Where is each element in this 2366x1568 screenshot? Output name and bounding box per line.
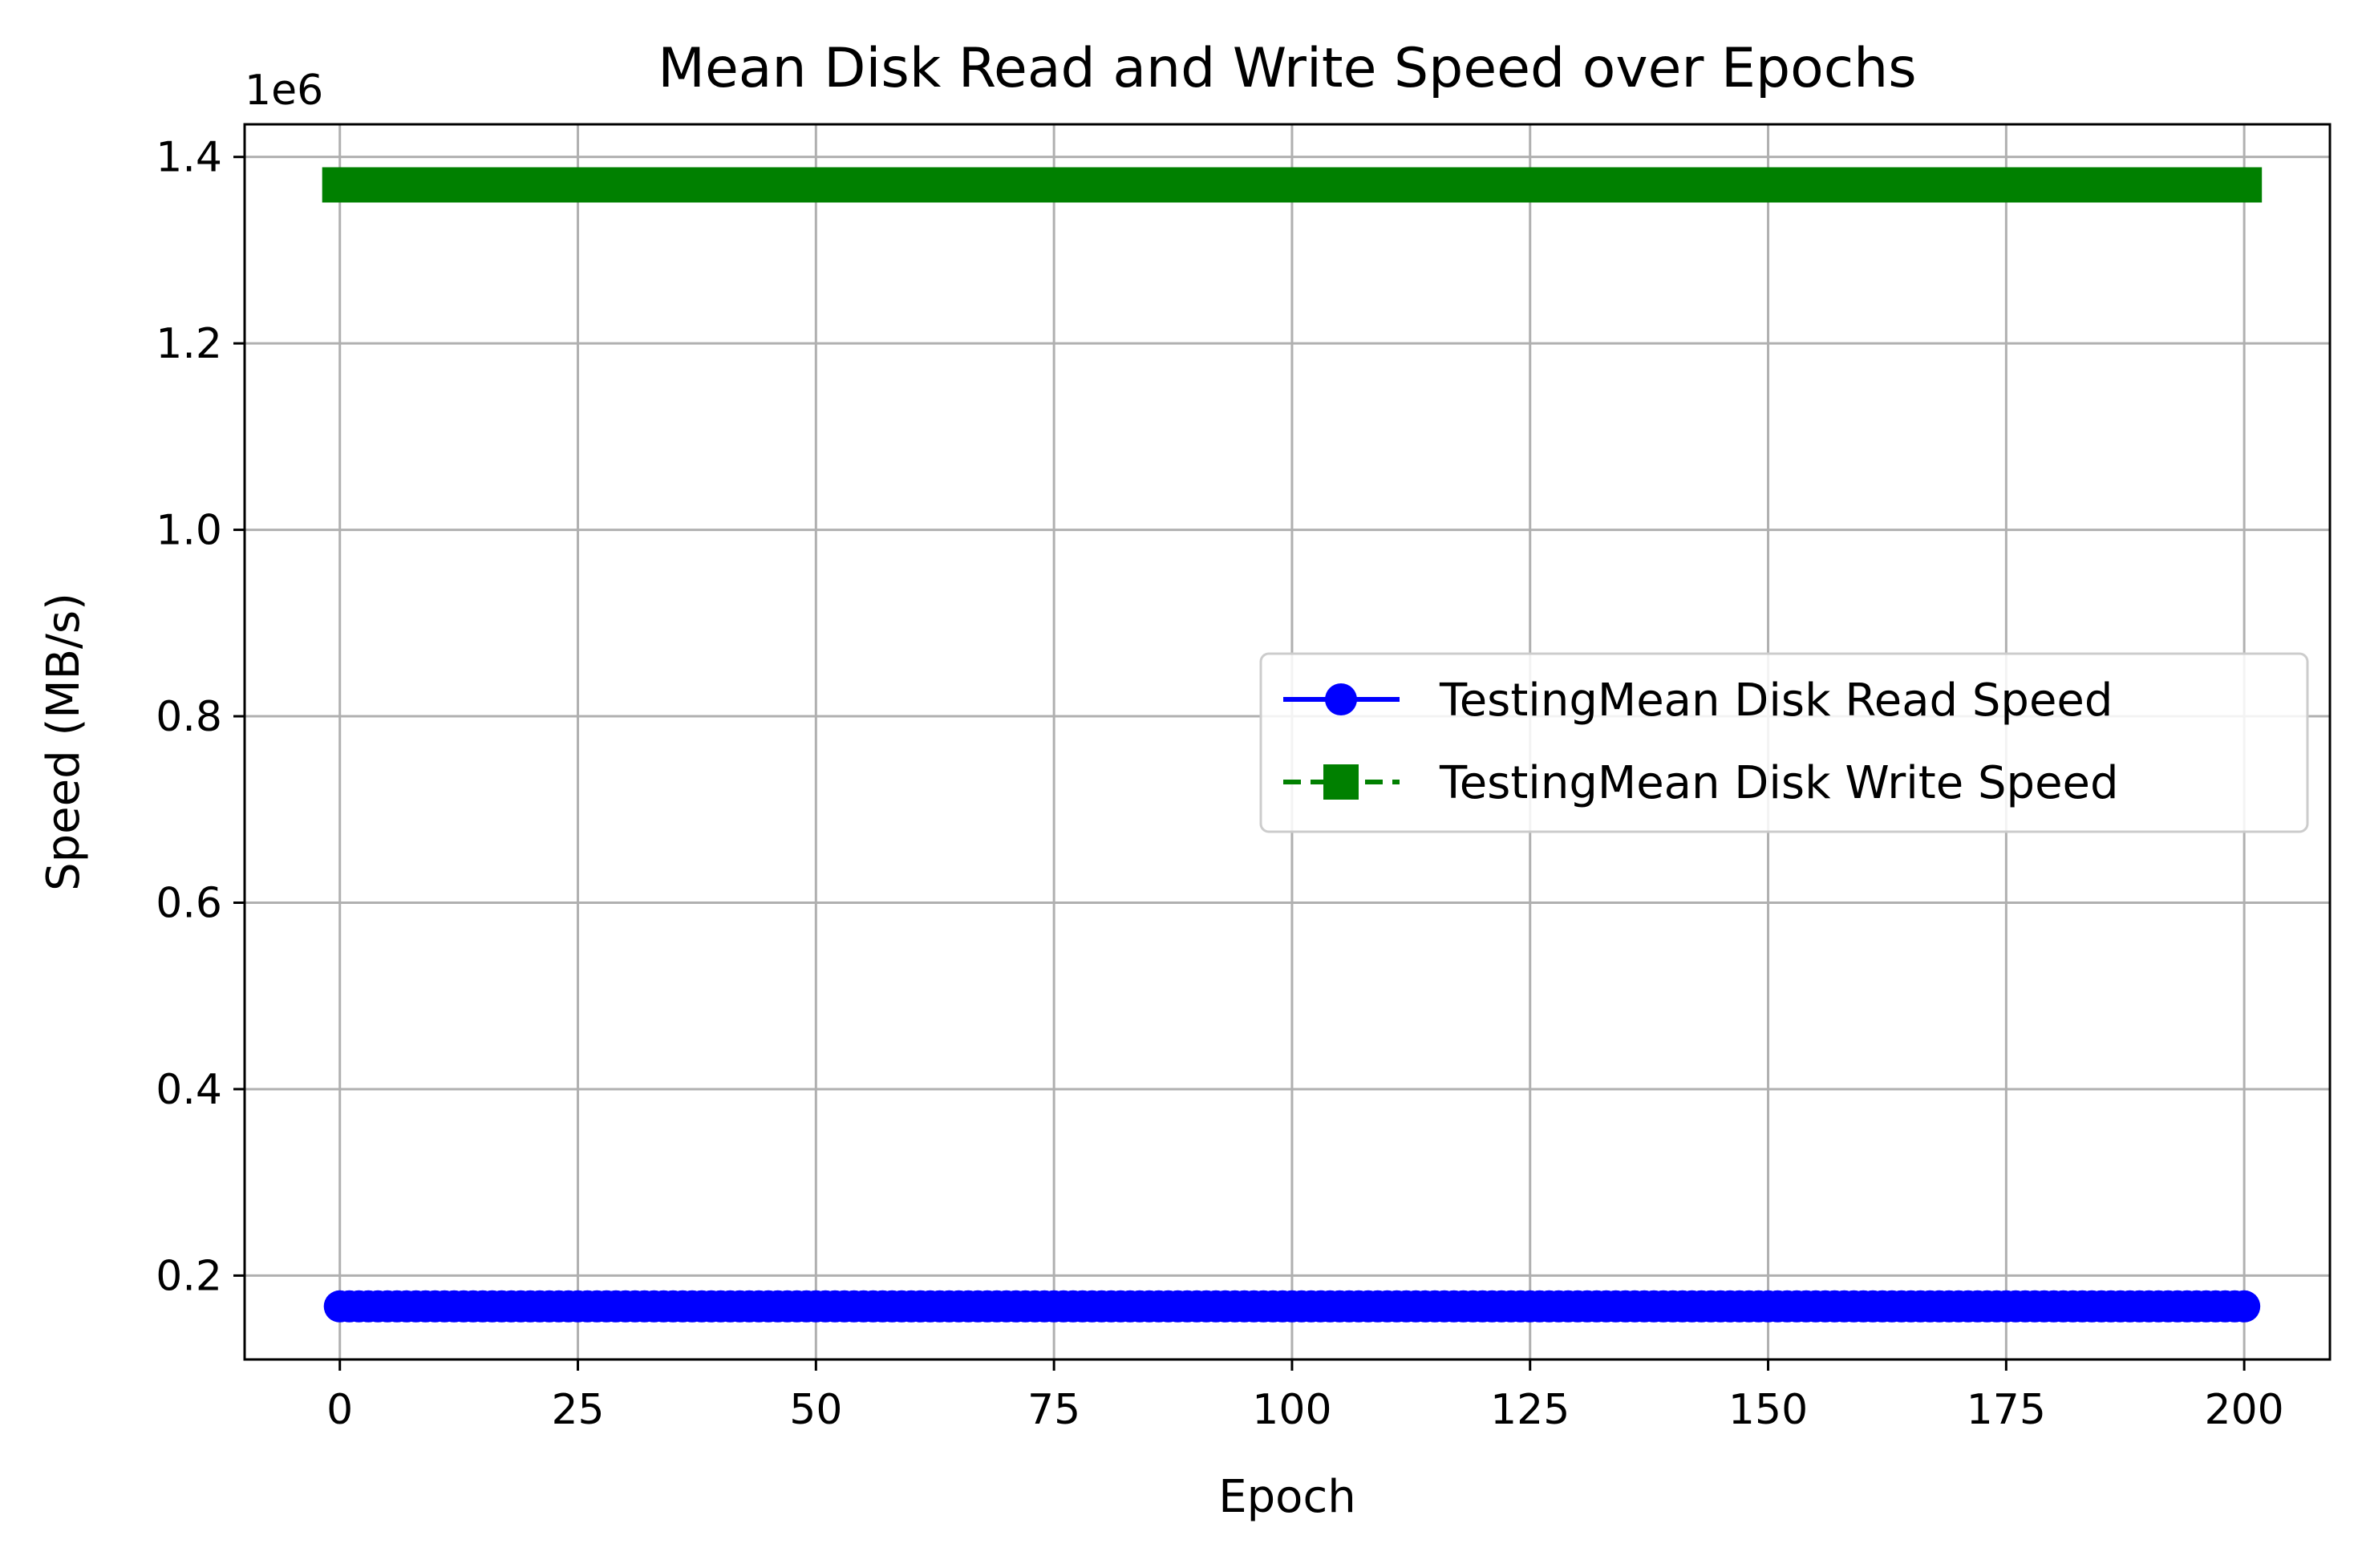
y-tick-label: 0.6: [156, 879, 222, 927]
x-tick-label: 200: [2205, 1386, 2284, 1434]
x-tick-label: 0: [326, 1386, 353, 1434]
x-tick-label: 25: [551, 1386, 604, 1434]
legend-write-label: TestingMean Disk Write Speed: [1439, 757, 2119, 809]
series-write: [322, 167, 2263, 203]
x-tick-label: 100: [1252, 1386, 1331, 1434]
legend-box: [1259, 652, 2309, 833]
y-tick-label: 0.4: [156, 1066, 222, 1114]
legend-write-marker: [1323, 764, 1359, 800]
y-tick-label: 1.2: [156, 320, 222, 368]
x-tick-label: 175: [1967, 1386, 2046, 1434]
x-tick-label: 125: [1490, 1386, 1570, 1434]
ticks: 0 25 50 75 100 125 150 175 200 0.2 0.4 0.6 0.8 1.0 1.2…: [156, 134, 2283, 1434]
legend-read-label: TestingMean Disk Read Speed: [1439, 675, 2113, 727]
plot-frame: [243, 123, 2332, 1361]
y-tick-label: 0.2: [156, 1252, 222, 1300]
data-point: [2226, 167, 2263, 203]
grid-lines: [245, 124, 2330, 1359]
legend: TestingMean Disk Read Speed TestingMean …: [1259, 652, 2309, 833]
y-axis-label: Speed (MB/s): [38, 593, 90, 891]
chart-title: Mean Disk Read and Write Speed over Epoc…: [658, 37, 1916, 100]
x-tick-label: 50: [789, 1386, 842, 1434]
series-read: [323, 1290, 2261, 1323]
data-point: [2228, 1290, 2261, 1323]
y-tick-label: 0.8: [156, 693, 222, 741]
legend-read-marker: [1325, 683, 1357, 715]
legend-item-write: TestingMean Disk Write Speed: [1283, 757, 2119, 809]
y-offset-label: 1e6: [245, 67, 323, 115]
y-tick-label: 1.4: [156, 134, 222, 182]
legend-item-read: TestingMean Disk Read Speed: [1283, 675, 2113, 727]
x-tick-label: 150: [1728, 1386, 1808, 1434]
series-layer: [322, 167, 2263, 1323]
y-tick-label: 1.0: [156, 507, 222, 555]
x-tick-label: 75: [1027, 1386, 1080, 1434]
x-axis-label: Epoch: [1218, 1471, 1355, 1523]
